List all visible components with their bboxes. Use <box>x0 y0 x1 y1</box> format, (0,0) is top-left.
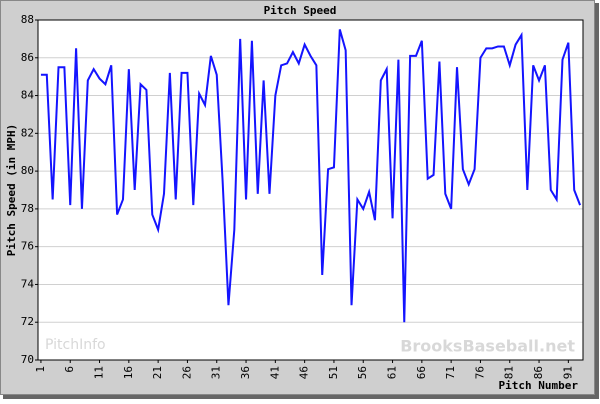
y-tick-label: 74 <box>21 277 35 290</box>
x-tick-label: 46 <box>298 366 311 379</box>
data-line <box>40 29 582 323</box>
x-tick-label: 81 <box>503 366 516 379</box>
plot-area <box>38 20 583 360</box>
y-axis-label: Pitch Speed (in MPH) <box>5 124 18 256</box>
x-tick-label: 21 <box>151 366 164 379</box>
x-tick-label: 66 <box>415 366 428 379</box>
y-tick-label: 78 <box>21 202 34 215</box>
y-tick-label: 80 <box>21 164 34 177</box>
x-tick-label: 16 <box>122 366 135 379</box>
x-tick-label: 76 <box>473 366 486 379</box>
watermark: BrooksBaseball.net <box>400 337 575 356</box>
x-tick-label: 11 <box>93 366 106 379</box>
x-tick-label: 56 <box>356 366 369 379</box>
x-tick-label: 61 <box>386 366 399 379</box>
x-tick-label: 41 <box>268 366 281 379</box>
x-tick-label: 31 <box>210 366 223 379</box>
y-tick-label: 88 <box>21 13 34 26</box>
y-tick-label: 72 <box>21 315 34 328</box>
y-tick-label: 76 <box>21 240 34 253</box>
x-tick-label: 1 <box>34 366 47 373</box>
x-tick-label: 51 <box>327 366 340 379</box>
watermark: PitchInfo <box>45 337 106 353</box>
x-tick-label: 86 <box>532 366 545 379</box>
y-tick-label: 70 <box>21 353 34 366</box>
x-tick-label: 36 <box>239 366 252 379</box>
y-tick-label: 84 <box>21 89 35 102</box>
plot-border <box>37 19 584 361</box>
x-tick-label: 6 <box>63 366 76 373</box>
y-tick-label: 82 <box>21 126 34 139</box>
x-tick-label: 91 <box>561 366 574 379</box>
x-axis-label: Pitch Number <box>499 379 579 392</box>
chart-title: Pitch Speed <box>264 4 337 17</box>
y-tick-label: 86 <box>21 51 34 64</box>
x-tick-label: 71 <box>444 366 457 379</box>
x-tick-label: 26 <box>180 366 193 379</box>
